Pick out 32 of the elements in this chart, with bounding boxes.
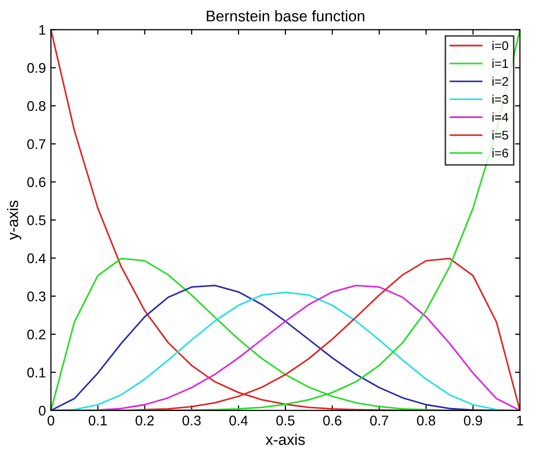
y-tick-label: 0.4 xyxy=(27,253,46,264)
x-tick-label: 0.5 xyxy=(276,416,294,426)
y-tick-label: 0.7 xyxy=(27,139,46,150)
legend-label: i=3 xyxy=(492,94,508,104)
x-tick-label: 0.3 xyxy=(182,416,201,426)
x-tick-label: 0.4 xyxy=(229,416,248,426)
x-tick-label: 0.2 xyxy=(136,416,154,426)
legend-label: i=5 xyxy=(492,130,508,140)
y-tick-label: 0.6 xyxy=(27,177,46,188)
x-axis-title: x-axis xyxy=(266,434,305,445)
y-tick-label: 0.5 xyxy=(27,215,46,226)
legend-label: i=2 xyxy=(492,76,508,86)
y-tick-label: 0.9 xyxy=(27,63,46,73)
y-tick-label: 0.3 xyxy=(27,292,46,302)
x-tick-label: 0.9 xyxy=(464,416,482,426)
legend-label: i=6 xyxy=(492,148,508,158)
y-tick-label: 0.1 xyxy=(27,368,46,378)
x-tick-label: 1 xyxy=(517,416,524,426)
legend-label: i=0 xyxy=(492,40,508,50)
legend-label: i=4 xyxy=(492,112,508,122)
legend-label: i=1 xyxy=(492,58,508,68)
y-tick-label: 0.8 xyxy=(27,101,46,111)
x-tick-label: 0.1 xyxy=(88,416,107,426)
y-axis-title: y-axis xyxy=(6,200,22,240)
x-tick-label: 0 xyxy=(48,416,54,426)
y-tick-label: 1 xyxy=(39,25,46,35)
y-tick-label: 0 xyxy=(38,406,46,416)
x-tick-label: 0.6 xyxy=(323,416,342,426)
y-tick-label: 0.2 xyxy=(27,330,46,340)
x-tick-label: 0.7 xyxy=(370,416,388,426)
chart-title: Bernstein base function xyxy=(206,10,364,22)
x-tick-label: 0.8 xyxy=(417,416,436,426)
